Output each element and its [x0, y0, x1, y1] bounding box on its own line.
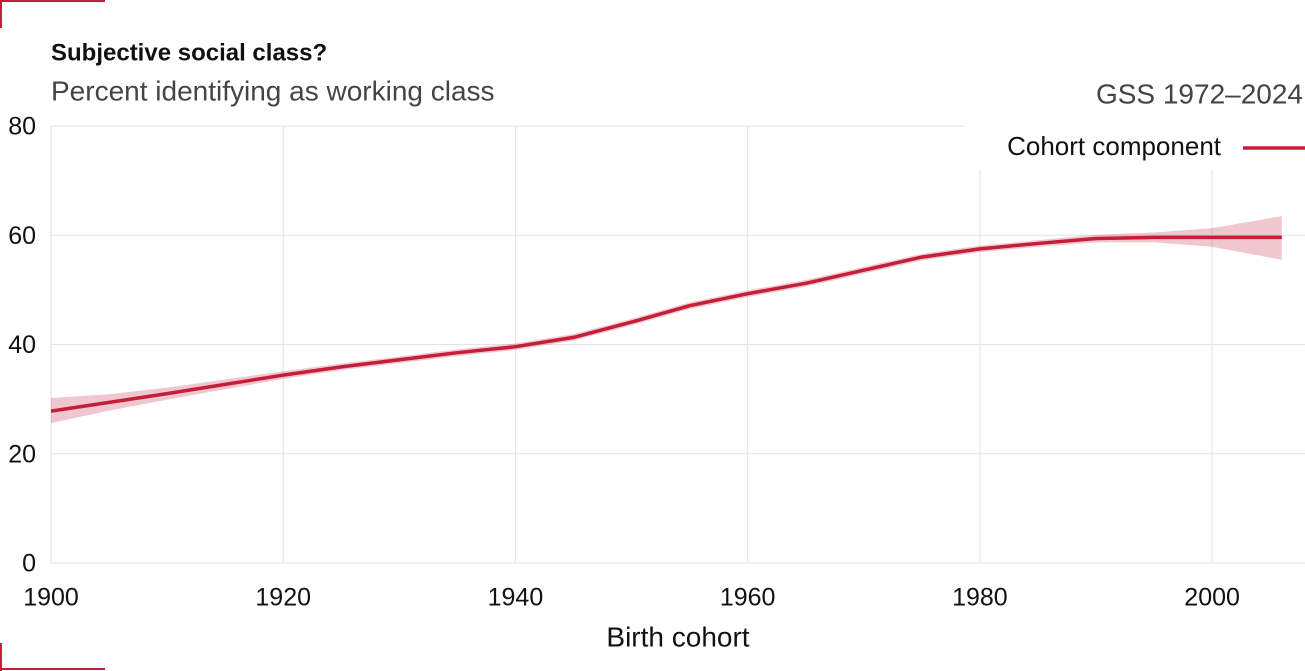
- corner-mark: [0, 0, 105, 28]
- y-tick-label: 0: [22, 550, 36, 578]
- source: GSS 1972–2024: [1096, 78, 1303, 109]
- y-tick-label: 80: [8, 113, 36, 141]
- x-tick-label: 1980: [952, 584, 1008, 612]
- line: [50, 235, 1282, 413]
- chart-title: Subjective social class?: [51, 39, 327, 66]
- corner-mark: [0, 643, 105, 671]
- x-tick-label: 1900: [23, 584, 79, 612]
- legend-label: Cohort component: [1007, 131, 1222, 161]
- x-tick-label: 1940: [488, 584, 544, 612]
- x-tick-label: 1920: [255, 584, 311, 612]
- chart-subtitle: Percent identifying as working class: [51, 75, 495, 106]
- x-tick-label: 2000: [1184, 584, 1240, 612]
- y-tick-label: 20: [8, 440, 36, 468]
- y-tick-label: 60: [8, 222, 36, 250]
- x-axis-label: Birth cohort: [606, 621, 749, 652]
- confidence-band: [51, 216, 1282, 424]
- x-tick-label: 1960: [720, 584, 776, 612]
- y-tick-label: 40: [8, 331, 36, 359]
